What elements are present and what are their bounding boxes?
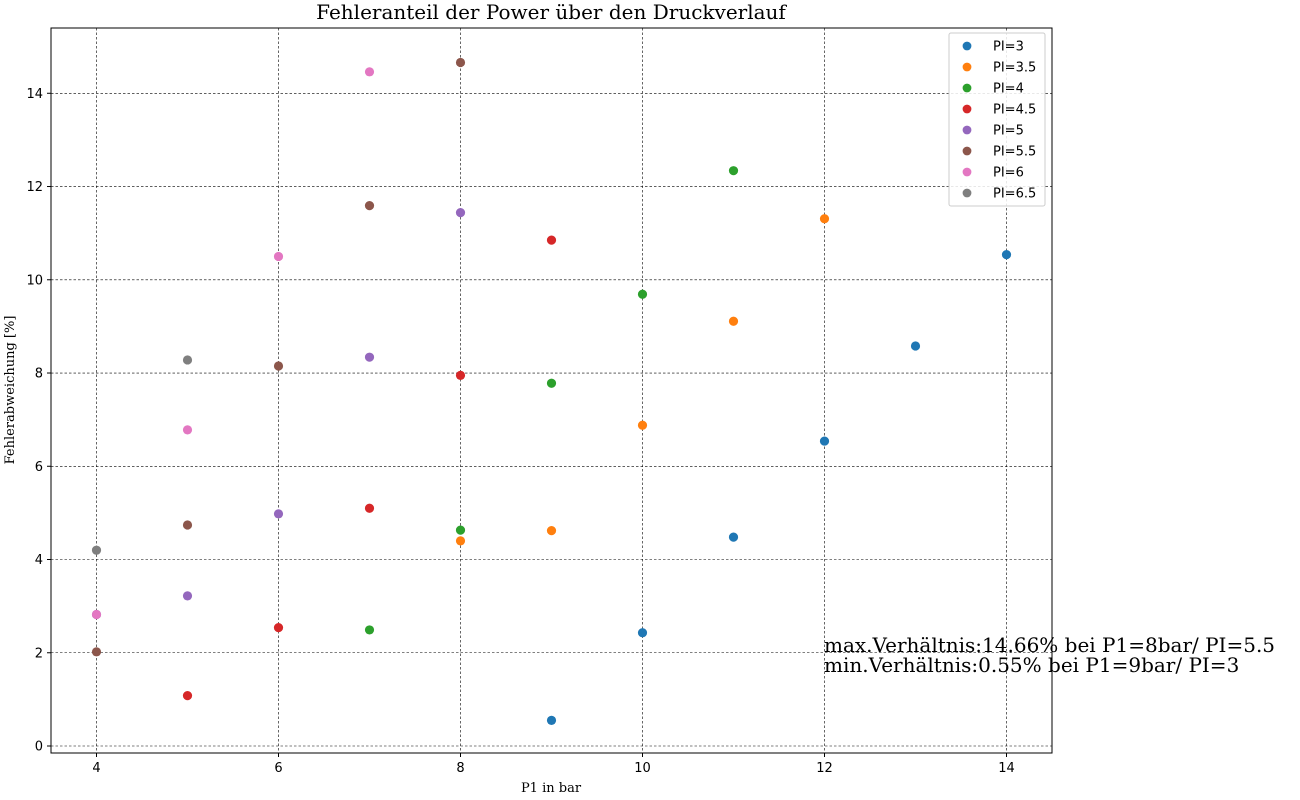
data-point bbox=[455, 370, 466, 380]
data-point bbox=[455, 57, 466, 68]
legend: PI=3 PI=3.5 PI=4 PI=4.5 PI=5 PI=5.5 PI=6 PI=6.5 bbox=[948, 32, 1046, 207]
data-point bbox=[728, 532, 739, 542]
legend-marker bbox=[962, 41, 972, 51]
legend-marker bbox=[962, 104, 972, 114]
data-point bbox=[455, 525, 466, 535]
legend-marker bbox=[962, 125, 972, 135]
data-point bbox=[182, 425, 193, 435]
legend-marker bbox=[962, 167, 972, 177]
data-point bbox=[364, 67, 375, 77]
legend-label: PI=5.5 bbox=[993, 145, 1036, 160]
x-tick-label: 4 bbox=[92, 761, 100, 776]
data-point bbox=[546, 235, 557, 245]
x-axis-label: P1 in bar bbox=[521, 781, 582, 796]
data-point bbox=[91, 545, 102, 555]
data-point bbox=[364, 625, 375, 635]
data-point bbox=[364, 201, 375, 211]
annotation-min: min.Verhältnis:0.55% bei P1=9bar/ PI=3 bbox=[824, 653, 1239, 677]
data-point bbox=[546, 526, 557, 536]
data-point bbox=[910, 341, 921, 351]
data-point bbox=[273, 509, 284, 519]
data-point bbox=[546, 378, 557, 388]
data-points bbox=[91, 57, 1012, 725]
data-point bbox=[182, 591, 193, 601]
data-point bbox=[182, 520, 193, 530]
ticks: 4 6 8 10 12 14 0 2 4 6 8 10 12 14 bbox=[26, 87, 1014, 776]
data-point bbox=[273, 622, 284, 633]
data-point bbox=[91, 647, 102, 657]
data-point bbox=[728, 166, 739, 176]
legend-marker bbox=[962, 83, 972, 93]
x-tick-label: 10 bbox=[634, 761, 651, 776]
y-tick-label: 12 bbox=[26, 180, 43, 195]
data-point bbox=[728, 316, 739, 326]
y-tick-label: 0 bbox=[35, 740, 43, 755]
data-point bbox=[455, 208, 466, 218]
legend-label: PI=4.5 bbox=[993, 103, 1036, 118]
legend-label: PI=3 bbox=[993, 40, 1024, 55]
y-axis-label: Fehlerabweichung [%] bbox=[3, 316, 18, 465]
legend-marker bbox=[962, 62, 972, 72]
chart-title: Fehleranteil der Power über den Druckver… bbox=[316, 0, 787, 24]
data-point bbox=[637, 628, 648, 638]
data-point bbox=[273, 361, 284, 371]
legend-label: PI=5 bbox=[993, 124, 1024, 139]
data-point bbox=[364, 352, 375, 362]
legend-label: PI=6.5 bbox=[993, 187, 1036, 202]
data-point bbox=[91, 609, 102, 620]
legend-box bbox=[948, 32, 1046, 207]
x-tick-label: 12 bbox=[816, 761, 833, 776]
axes-frame bbox=[50, 27, 1053, 754]
data-point bbox=[637, 289, 648, 299]
legend-marker bbox=[962, 188, 972, 198]
data-point bbox=[273, 251, 284, 262]
data-point bbox=[819, 436, 830, 446]
y-tick-label: 8 bbox=[35, 367, 43, 382]
data-point bbox=[1001, 249, 1012, 260]
legend-label: PI=4 bbox=[993, 82, 1024, 97]
legend-marker bbox=[962, 146, 972, 156]
y-tick-label: 6 bbox=[35, 460, 43, 475]
y-tick-label: 10 bbox=[26, 273, 43, 288]
x-tick-label: 8 bbox=[456, 761, 464, 776]
data-point bbox=[364, 503, 375, 513]
legend-label: PI=6 bbox=[993, 166, 1024, 181]
data-point bbox=[819, 214, 830, 224]
data-point bbox=[455, 536, 466, 546]
x-tick-label: 6 bbox=[274, 761, 282, 776]
x-tick-label: 14 bbox=[998, 761, 1015, 776]
data-point bbox=[182, 355, 193, 365]
legend-label: PI=3.5 bbox=[993, 61, 1036, 76]
data-point bbox=[546, 715, 557, 725]
y-tick-label: 14 bbox=[26, 87, 43, 102]
data-point bbox=[182, 691, 193, 701]
annotation-max: max.Verhältnis:14.66% bei P1=8bar/ PI=5.… bbox=[824, 633, 1275, 657]
data-point bbox=[637, 420, 648, 430]
y-tick-label: 2 bbox=[35, 646, 43, 661]
y-tick-label: 4 bbox=[35, 553, 43, 568]
